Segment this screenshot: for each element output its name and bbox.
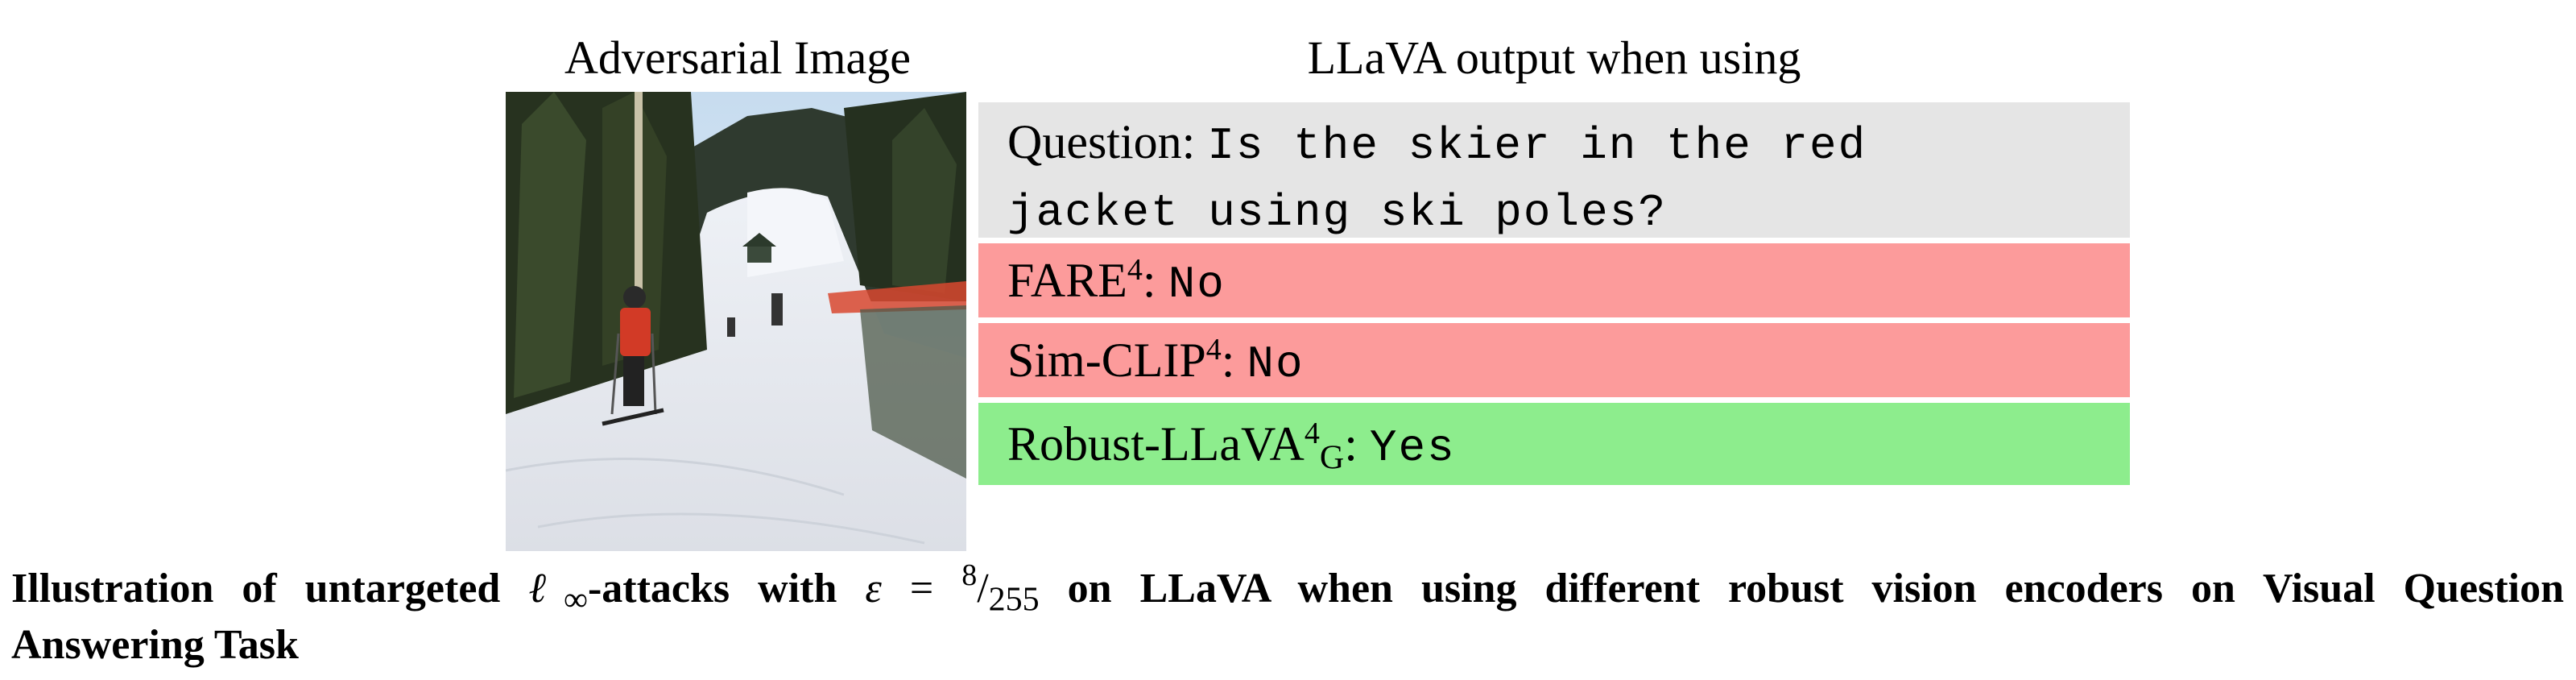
encoder-name: Sim-CLIP (1007, 334, 1206, 387)
caption-part1: Illustration of untargeted (11, 566, 501, 612)
encoder-name: FARE (1007, 254, 1127, 307)
question-text-line1: Is the skier in the red (1207, 120, 1867, 172)
question-box: Question: Is the skier in the red jacket… (978, 102, 2130, 238)
adversarial-ski-image (506, 92, 966, 551)
caption-infinity: ∞ (564, 581, 588, 619)
caption-numerator: 8 (961, 558, 978, 593)
caption-epsilon: ε (865, 566, 882, 612)
caption-ell: ℓ (528, 566, 564, 612)
encoder-sup: 4 (1304, 417, 1320, 451)
encoder-answer: No (1247, 338, 1305, 390)
caption-part2: -attacks with (587, 566, 837, 612)
encoder-sup: 4 (1127, 253, 1143, 288)
robust-llava-output-row: Robust-LLaVA4G: Yes (978, 403, 2130, 485)
fare-output-row: FARE4: No (978, 243, 2130, 317)
question-text-line2: jacket using ski poles? (1007, 187, 1667, 238)
encoder-name: Robust-LLaVA (1007, 417, 1305, 471)
adversarial-image-title: Adversarial Image (564, 31, 911, 84)
caption-equals: = (909, 566, 934, 612)
caption-line2: Answering Task (11, 622, 299, 668)
caption-part3: on LLaVA when using different robust vis… (1067, 566, 2565, 612)
simclip-output-row: Sim-CLIP4: No (978, 323, 2130, 397)
encoder-answer: No (1168, 259, 1226, 310)
caption-fraction: 8/255 (961, 558, 1040, 619)
llava-output-title: LLaVA output when using (1307, 31, 1801, 84)
question-label: Question: (1007, 115, 1196, 168)
encoder-sub: G (1319, 439, 1345, 477)
caption-denominator: 255 (988, 581, 1040, 619)
encoder-answer: Yes (1369, 422, 1456, 474)
encoder-sup: 4 (1205, 333, 1222, 367)
figure-caption: Illustration of untargeted ℓ∞-attacks wi… (11, 558, 2565, 619)
